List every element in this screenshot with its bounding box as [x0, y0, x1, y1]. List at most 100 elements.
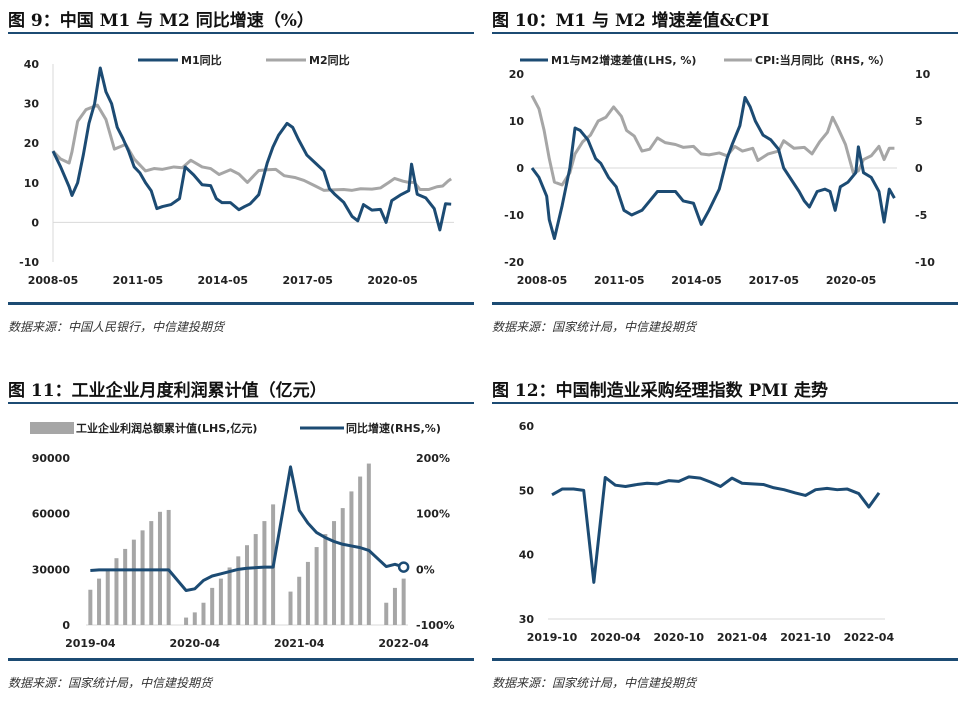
y-tick-label: -10 — [19, 256, 39, 269]
source-note: 数据来源：国家统计局，中信建投期货 — [8, 676, 213, 690]
panel-m1-m2: 图 9：中国 M1 与 M2 同比增速（%） -10 0 10 20 30 40 2008-… — [8, 0, 474, 340]
panel-title: 图 12：中国制造业采购经理指数 PMI 走势 — [492, 381, 828, 401]
bar — [140, 530, 145, 625]
series-line-1 — [51, 103, 453, 192]
y-tick-label: -20 — [504, 256, 524, 269]
x-tick-label: 2022-04 — [378, 637, 429, 650]
bar — [305, 561, 310, 625]
y-tick-label: 0 — [31, 216, 39, 229]
y-tick-label: 30 — [519, 613, 535, 626]
bar — [401, 578, 406, 625]
x-tick-label: 2020-04 — [590, 631, 641, 644]
chart-m1-m2: -10 0 10 20 30 40 2008-05 2011-05 2014-05 2017-05… — [19, 53, 454, 287]
panel-title: 图 11：工业企业月度利润累计值（亿元） — [8, 381, 327, 401]
x-tick-label: 2021-10 — [780, 631, 831, 644]
title-rule — [492, 402, 958, 404]
x-tick-label: 2020-05 — [367, 274, 418, 287]
x-tick-label: 2020-05 — [826, 274, 877, 287]
bar — [349, 491, 354, 625]
bar — [297, 576, 302, 625]
y-tick-label: 20 — [24, 137, 40, 150]
x-tick-label: 2020-10 — [653, 631, 704, 644]
bar — [123, 548, 128, 625]
bar — [149, 521, 154, 625]
bar — [218, 578, 223, 625]
y-tick-label: 10 — [509, 115, 525, 128]
legend-label: CPI:当月同比（RHS, %） — [755, 53, 890, 67]
y-tick-label: 40 — [519, 549, 535, 562]
y2-tick-label: 100% — [416, 508, 450, 521]
x-tick-label: 2017-05 — [749, 274, 800, 287]
bar — [166, 509, 171, 625]
bar — [253, 534, 258, 625]
bar — [366, 463, 371, 625]
legend-swatch — [30, 422, 74, 434]
chart-spread-cpi: -20 -10 0 10 20 -10 -5 0 5 10 2008-05 2011-05 2014-0… — [504, 53, 935, 287]
bar — [340, 508, 345, 625]
panel-industrial-profit: 图 11：工业企业月度利润累计值（亿元） 0 30000 60000 90000 -10… — [8, 370, 474, 701]
title-rule — [492, 32, 958, 34]
series-line-0 — [51, 66, 452, 232]
y-tick-label: 0 — [516, 162, 524, 175]
bar — [323, 534, 328, 625]
series-line-1 — [530, 94, 895, 187]
y2-tick-label: -5 — [915, 209, 927, 222]
bar — [392, 587, 397, 625]
legend-label: M2同比 — [309, 53, 350, 67]
x-tick-label: 2014-05 — [198, 274, 249, 287]
y2-tick-label: 0% — [416, 563, 435, 576]
source-note: 数据来源：国家统计局，中信建投期货 — [492, 320, 697, 334]
bottom-rule — [492, 302, 958, 305]
y2-tick-label: 0 — [915, 162, 923, 175]
bar — [192, 612, 197, 625]
x-tick-label: 2014-05 — [671, 274, 722, 287]
y2-tick-label: 5 — [915, 115, 923, 128]
y2-tick-label: 200% — [416, 452, 450, 465]
legend-label: 同比增速(RHS,%) — [346, 421, 441, 435]
panel-title: 图 9：中国 M1 与 M2 同比增速（%） — [8, 11, 314, 31]
chart-industrial-profit: 0 30000 60000 90000 -100% 0% 100% 200% 2019-04 20… — [30, 421, 455, 650]
y-tick-label: 30000 — [32, 563, 71, 576]
bar — [332, 521, 337, 625]
x-tick-label: 2022-04 — [844, 631, 895, 644]
bar — [227, 567, 232, 625]
title-rule — [8, 32, 474, 34]
x-tick-label: 2008-05 — [517, 274, 568, 287]
bar — [236, 556, 241, 625]
y-tick-label: -10 — [504, 209, 524, 222]
series-line-0 — [551, 475, 881, 584]
bar — [88, 589, 93, 625]
y-tick-label: 30 — [24, 98, 40, 111]
bottom-rule — [8, 658, 474, 661]
bar — [105, 569, 110, 625]
bar — [201, 602, 206, 625]
y-tick-label: 60000 — [32, 508, 71, 521]
x-tick-label: 2008-05 — [28, 274, 79, 287]
y-tick-label: 10 — [24, 177, 40, 190]
legend-label: M1与M2增速差值(LHS, %) — [551, 53, 696, 67]
bar — [131, 539, 136, 625]
bar — [97, 578, 102, 625]
x-tick-label: 2021-04 — [274, 637, 325, 650]
source-note: 数据来源：中国人民银行，中信建投期货 — [8, 320, 225, 334]
x-tick-label: 2011-05 — [113, 274, 164, 287]
chart-pmi: 30 40 50 60 2019-10 2020-04 2020-10 2021-04 2021… — [519, 420, 895, 644]
x-tick-label: 2017-05 — [282, 274, 333, 287]
bar — [210, 587, 215, 625]
bottom-rule — [8, 302, 474, 305]
x-tick-label: 2020-04 — [170, 637, 221, 650]
y2-tick-label: 10 — [915, 68, 931, 81]
bar — [114, 558, 119, 625]
bar — [384, 602, 389, 625]
bar — [358, 476, 363, 625]
last-point-marker — [397, 561, 410, 573]
bar — [314, 547, 319, 625]
y-tick-label: 50 — [519, 484, 535, 497]
y-tick-label: 40 — [24, 58, 40, 71]
y2-tick-label: -10 — [915, 256, 935, 269]
title-rule — [8, 402, 474, 404]
bar — [262, 521, 267, 625]
source-note: 数据来源：国家统计局，中信建投期货 — [492, 676, 697, 690]
panel-spread-cpi: 图 10：M1 与 M2 增速差值&CPI -20 -10 0 10 20 -10 -5 0 5… — [492, 0, 958, 340]
bar — [184, 617, 189, 625]
